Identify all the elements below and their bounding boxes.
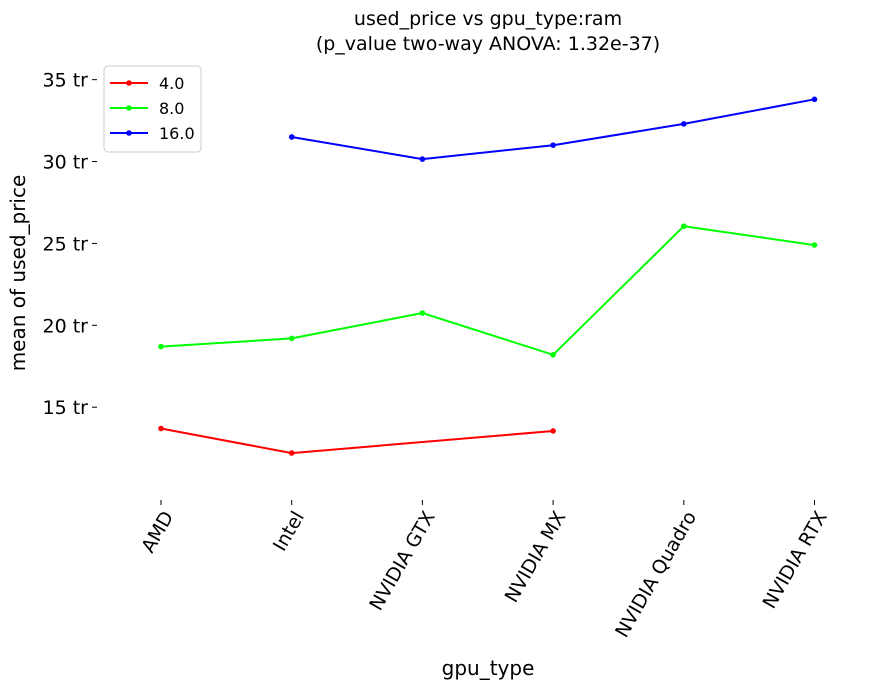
legend-marker [126, 105, 132, 111]
data-point [550, 351, 556, 358]
data-point [550, 428, 556, 434]
y-axis-label: mean of used_price [6, 175, 30, 372]
legend-label: 8.0 [159, 99, 184, 118]
plot-area [158, 96, 818, 456]
y-tick-label: 35 tr [43, 70, 89, 92]
legend: 4.0 8.0 16.0 [103, 65, 202, 153]
data-point [158, 343, 164, 350]
x-tick-label: AMD [137, 508, 178, 557]
y-tick-label: 15 tr [43, 397, 89, 419]
x-axis-label: gpu_type [442, 656, 535, 680]
series-8-0 [158, 223, 818, 358]
y-tick-label: 30 tr [43, 152, 89, 174]
legend-marker [126, 80, 132, 86]
x-tick-label: NVIDIA GTX [365, 508, 439, 615]
x-tick-label: NVIDIA MX [501, 508, 571, 607]
x-tick-label: NVIDIA RTX [759, 508, 832, 613]
data-point [419, 156, 426, 162]
data-point [811, 242, 818, 248]
data-point [550, 142, 556, 148]
data-point [288, 335, 295, 342]
legend-label: 4.0 [159, 74, 184, 93]
legend-label: 16.0 [159, 124, 195, 143]
series-line [160, 225, 815, 356]
data-point [288, 450, 295, 456]
x-tick-label: NVIDIA Quadro [611, 508, 701, 642]
x-tick-label: Intel [269, 508, 309, 555]
series-16-0 [288, 96, 818, 162]
data-point [288, 134, 295, 140]
x-axis: AMD Intel NVIDIA GTX NVIDIA MX NVIDIA Quadro… [137, 500, 832, 641]
series-4-0 [158, 425, 556, 456]
y-tick-label: 25 tr [43, 233, 89, 255]
legend-marker [126, 130, 132, 136]
series-line [160, 427, 554, 455]
series-line [291, 98, 815, 161]
chart-title: used_price vs gpu_type:ram [354, 8, 622, 30]
y-tick-label: 20 tr [43, 315, 89, 337]
data-point [681, 121, 687, 127]
data-point [419, 310, 426, 316]
data-point [158, 425, 164, 432]
data-point [681, 223, 687, 230]
y-axis: 15 tr 20 tr 25 tr 30 tr 35 tr [43, 70, 97, 419]
chart-subtitle: (p_value two-way ANOVA: 1.32e-37) [316, 33, 660, 55]
data-point [811, 96, 818, 103]
